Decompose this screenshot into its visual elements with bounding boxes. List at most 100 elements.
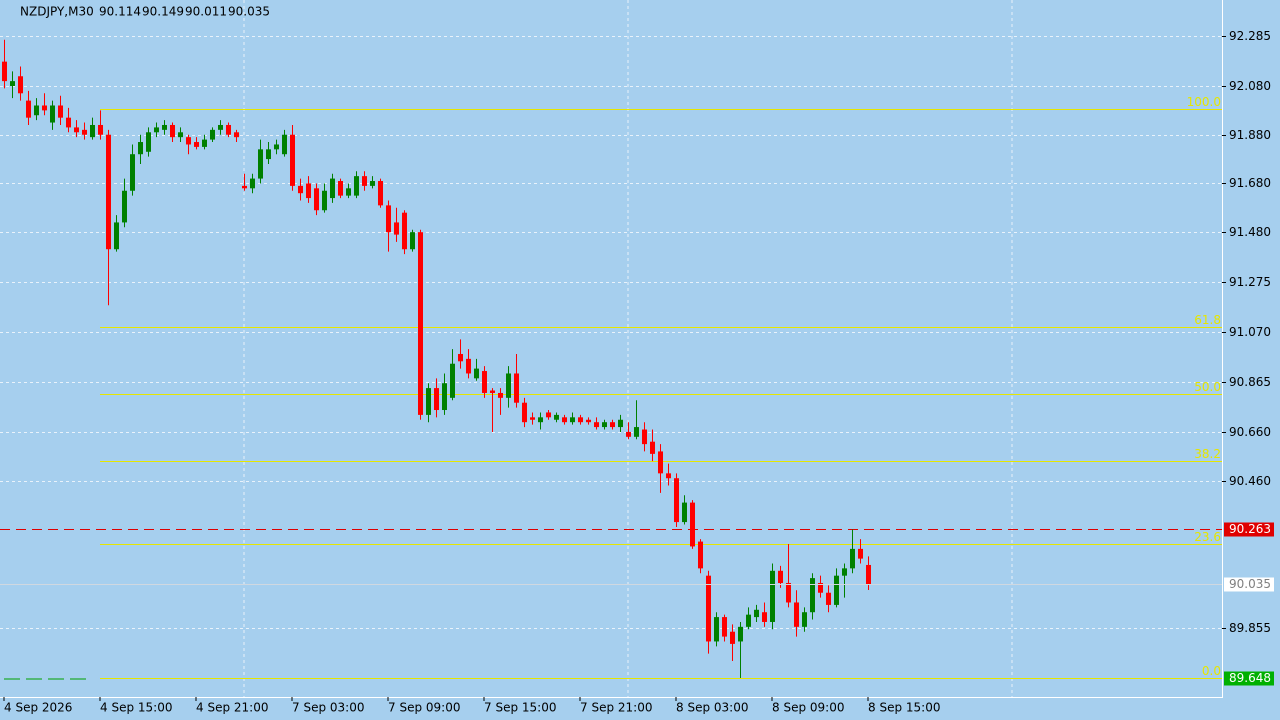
candle-body	[666, 473, 671, 479]
candle-body	[450, 363, 455, 398]
candle-body	[410, 232, 415, 250]
candle-body	[370, 181, 375, 186]
candle-body	[362, 176, 367, 186]
candle-body	[738, 626, 743, 642]
candle-body	[386, 205, 391, 233]
y-tick-label: 89.855	[1229, 621, 1271, 635]
candle-body	[162, 124, 167, 130]
candle-body	[490, 390, 495, 393]
candle-body	[658, 451, 663, 474]
candle-body	[226, 124, 231, 135]
candle-body	[98, 124, 103, 135]
candle-body	[818, 582, 823, 593]
candle-body	[338, 181, 343, 196]
candle-body	[754, 609, 759, 618]
candle-body	[730, 631, 735, 644]
y-tick-label: 92.285	[1229, 29, 1271, 43]
candle-body	[330, 178, 335, 199]
y-tick-label: 90.660	[1229, 425, 1271, 439]
candle-body	[442, 383, 447, 411]
candle-body	[202, 139, 207, 147]
x-tick-label: 4 Sep 2026	[4, 701, 72, 715]
candle-body	[834, 575, 839, 605]
candle-body	[218, 124, 223, 130]
candle-body	[146, 132, 151, 152]
candle-body	[82, 129, 87, 135]
candle-body	[698, 541, 703, 569]
candle-body	[210, 129, 215, 140]
candle-body	[546, 412, 551, 418]
fibo-zero-price-box	[1224, 671, 1274, 686]
high: 90.149	[142, 5, 184, 19]
candle-body	[274, 144, 279, 150]
candle-body	[346, 188, 351, 196]
candle-body	[498, 392, 503, 398]
candle-body	[282, 134, 287, 155]
candle-body	[74, 127, 79, 133]
fibo-label: 0.0	[1202, 664, 1221, 678]
candle-body	[186, 137, 191, 145]
y-tick-label: 90.865	[1229, 375, 1271, 389]
candle-body	[26, 100, 31, 118]
candle-body	[18, 76, 23, 94]
candle-body	[706, 575, 711, 642]
candle-body	[610, 422, 615, 428]
current-price-box	[1224, 577, 1274, 592]
candle-body	[106, 134, 111, 250]
y-tick-label: 91.275	[1229, 275, 1271, 289]
candle-body	[378, 181, 383, 206]
candle-body	[538, 417, 543, 423]
candle-body	[554, 414, 559, 420]
candle-body	[322, 190, 327, 211]
candle-body	[802, 612, 807, 627]
candle-body	[714, 617, 719, 642]
x-tick-label: 7 Sep 15:00	[484, 701, 556, 715]
candle-body	[602, 422, 607, 428]
candle-body	[234, 132, 239, 138]
y-tick-label: 91.680	[1229, 176, 1271, 190]
candle-body	[858, 548, 863, 559]
candle-body	[466, 358, 471, 374]
candle-body	[778, 570, 783, 583]
candle-body	[746, 614, 751, 627]
candle-body	[90, 124, 95, 138]
candle-body	[138, 142, 143, 155]
candle-body	[130, 154, 135, 191]
candle-body	[482, 371, 487, 393]
candle-body	[402, 212, 407, 250]
x-tick-label: 7 Sep 09:00	[388, 701, 460, 715]
candle-body	[58, 105, 63, 118]
candle-body	[634, 427, 639, 437]
candle-body	[266, 149, 271, 160]
candle-body	[682, 502, 687, 523]
symbol: NZDJPY,M30	[20, 5, 94, 19]
candle-body	[722, 617, 727, 637]
candle-body	[250, 178, 255, 189]
candle-body	[810, 578, 815, 613]
candle-body	[306, 183, 311, 199]
candle-body	[866, 564, 871, 585]
y-tick-label: 92.080	[1229, 79, 1271, 93]
fibo-zero-price-label: 89.648	[1229, 671, 1271, 685]
y-tick-label: 90.460	[1229, 474, 1271, 488]
candle-body	[570, 417, 575, 423]
x-tick-label: 7 Sep 03:00	[292, 701, 364, 715]
candle-body	[530, 417, 535, 420]
header: NZDJPY,M30 90.114 90.149 90.011 90.035	[20, 5, 270, 19]
candle-body	[170, 124, 175, 138]
candle-body	[474, 368, 479, 379]
candle-body	[458, 353, 463, 362]
fibo-label: 100.0	[1187, 95, 1221, 109]
candle-body	[842, 568, 847, 576]
candle-body	[434, 388, 439, 411]
candle-body	[298, 185, 303, 194]
fibo-label: 61.8	[1194, 313, 1221, 327]
candle-body	[314, 188, 319, 211]
fibo-label: 50.0	[1194, 380, 1221, 394]
candle-body	[642, 429, 647, 445]
fibo-label: 38.2	[1194, 447, 1221, 461]
low: 90.011	[185, 5, 227, 19]
candle-body	[586, 419, 591, 423]
candle-body	[66, 117, 71, 128]
